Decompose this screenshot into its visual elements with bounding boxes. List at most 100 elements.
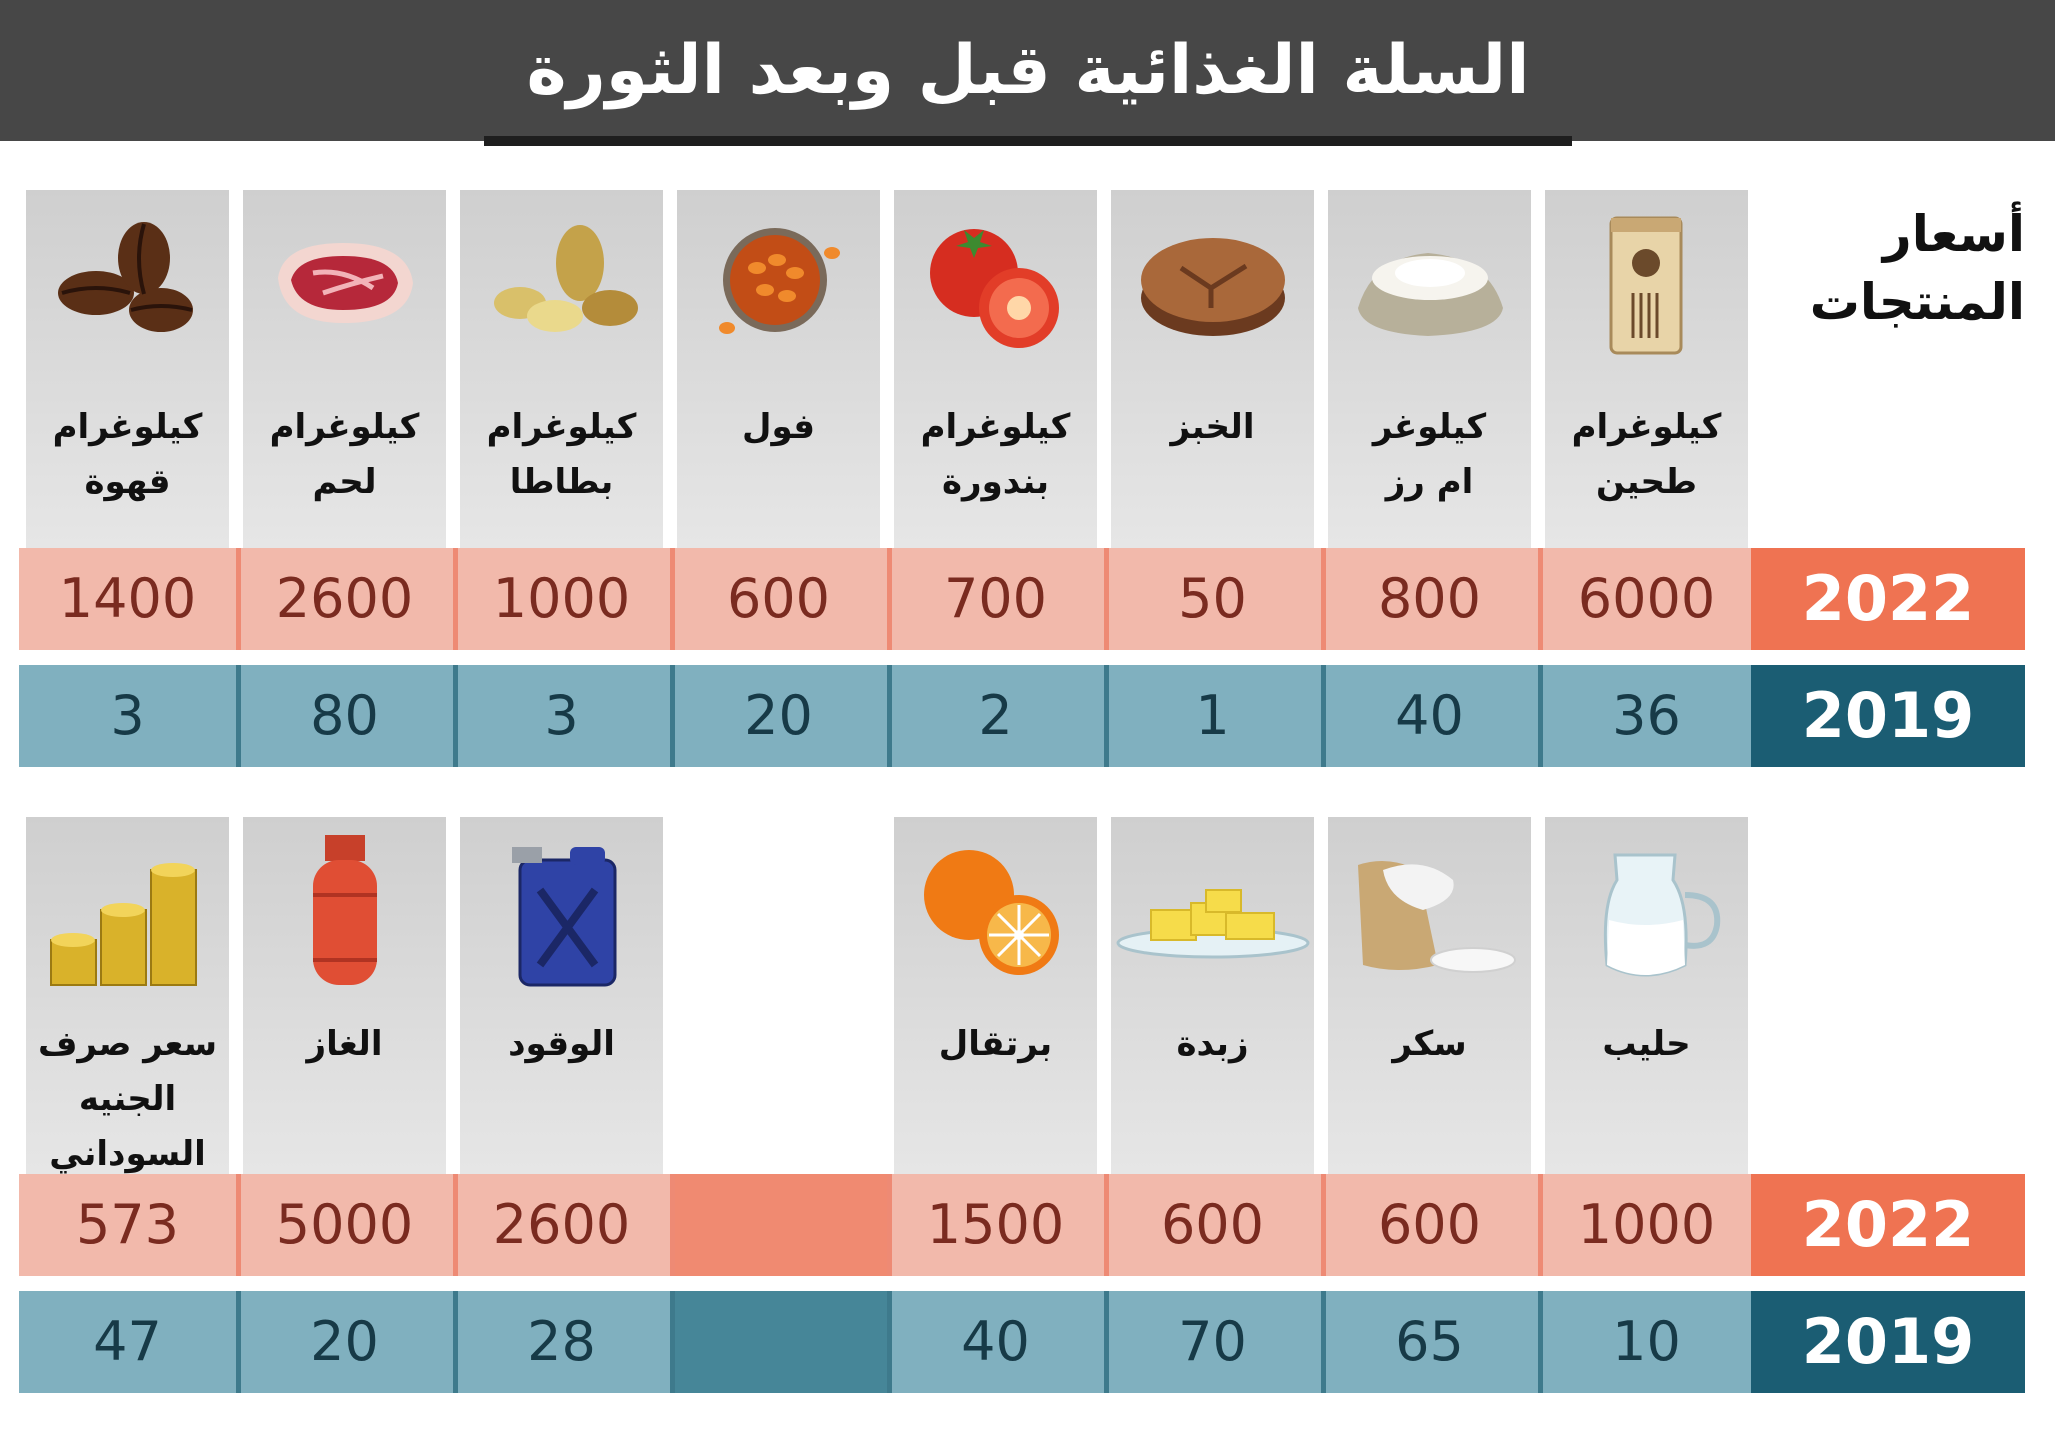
price-2019-cell: 1 — [1104, 665, 1321, 767]
price-2019-cell: 70 — [1104, 1291, 1321, 1393]
price-2022-cell: 1500 — [887, 1174, 1104, 1276]
title-underline — [484, 136, 1572, 146]
product-name: كيلوغرام بندورة — [920, 407, 1071, 502]
cell-divider — [231, 548, 241, 650]
price-2022-cell: 800 — [1321, 548, 1538, 650]
price-2019-cell: 20 — [236, 1291, 453, 1393]
product-name: زبدة — [1176, 1024, 1249, 1064]
product-name: سكر — [1392, 1024, 1467, 1064]
page-title: السلة الغذائية قبل وبعد الثورة — [526, 31, 1530, 110]
beans-bowl-icon — [677, 198, 880, 368]
cell-divider — [448, 548, 458, 650]
product-name: حليب — [1602, 1024, 1691, 1064]
cell-divider — [1316, 1174, 1326, 1276]
price-2019-cell: 47 — [19, 1291, 236, 1393]
cell-divider — [665, 1174, 675, 1276]
product-card: كيلوغرام طحين — [1545, 190, 1748, 548]
product-card: الوقود — [460, 817, 663, 1174]
cell-divider — [882, 665, 892, 767]
price-2019-cell: 20 — [670, 665, 887, 767]
cell-divider — [1099, 1174, 1109, 1276]
year-2022-label-2: 2022 — [1751, 1174, 2025, 1276]
price-2022-cell: 600 — [1321, 1174, 1538, 1276]
cell-divider — [231, 1291, 241, 1393]
product-name: الوقود — [508, 1024, 615, 1064]
price-2019-cell — [670, 1291, 887, 1393]
price-2019-cell: 80 — [236, 665, 453, 767]
cell-divider — [1316, 1291, 1326, 1393]
product-card: الغاز — [243, 817, 446, 1174]
product-card: كيلوغرام لحم — [243, 190, 446, 548]
cell-divider — [1316, 548, 1326, 650]
cell-divider — [448, 1291, 458, 1393]
rice-sack-icon — [1328, 198, 1531, 368]
price-2022-cell: 700 — [887, 548, 1104, 650]
cell-divider — [665, 548, 675, 650]
price-2019-cell: 40 — [887, 1291, 1104, 1393]
price-2022-cell: 600 — [670, 548, 887, 650]
price-2019-cell: 36 — [1538, 665, 1755, 767]
coins-stack-icon — [26, 825, 229, 995]
price-2022-cell: 600 — [1104, 1174, 1321, 1276]
cell-divider — [665, 665, 675, 767]
cell-divider — [448, 1174, 458, 1276]
product-name: كيلوغرام بطاطا — [486, 407, 637, 502]
gas-cylinder-icon — [243, 825, 446, 995]
product-name: الغاز — [306, 1024, 383, 1064]
price-2022-cell: 6000 — [1538, 548, 1755, 650]
product-name: كيلوغر ام رز — [1372, 407, 1487, 502]
coffee-beans-icon — [26, 198, 229, 368]
cell-divider — [1533, 1174, 1543, 1276]
price-2019-cell: 2 — [887, 665, 1104, 767]
price-2022-cell: 50 — [1104, 548, 1321, 650]
price-2022-cell — [670, 1174, 887, 1276]
product-name: فول — [741, 407, 816, 447]
sugar-sack-icon — [1328, 825, 1531, 995]
price-2019-cell: 40 — [1321, 665, 1538, 767]
price-2022-cell: 1000 — [1538, 1174, 1755, 1276]
product-card: سكر — [1328, 817, 1531, 1174]
product-name: كيلوغرام قهوة — [52, 407, 203, 502]
cell-divider — [231, 665, 241, 767]
product-card: فول — [677, 190, 880, 548]
cell-divider — [1533, 1291, 1543, 1393]
milk-jug-icon — [1545, 825, 1748, 995]
product-card: زبدة — [1111, 817, 1314, 1174]
cell-divider — [882, 548, 892, 650]
price-2019-cell: 10 — [1538, 1291, 1755, 1393]
product-name: كيلوغرام طحين — [1571, 407, 1722, 502]
cell-divider — [1533, 548, 1543, 650]
price-2019-cell: 28 — [453, 1291, 670, 1393]
bread-icon — [1111, 198, 1314, 368]
fuel-canister-icon — [460, 825, 663, 995]
cell-divider — [882, 1174, 892, 1276]
product-name: سعر صرف الجنيه السوداني — [37, 1024, 218, 1174]
price-2022-cell: 1000 — [453, 548, 670, 650]
cell-divider — [1316, 665, 1326, 767]
price-2022-cell: 1400 — [19, 548, 236, 650]
side-label: أسعار المنتجات — [1809, 205, 2025, 331]
header-bar — [0, 0, 2055, 141]
price-2022-cell: 2600 — [236, 548, 453, 650]
price-2022-cell: 2600 — [453, 1174, 670, 1276]
product-name: كيلوغرام لحم — [269, 407, 420, 502]
orange-icon — [894, 825, 1097, 995]
cell-divider — [1533, 665, 1543, 767]
cell-divider — [1099, 665, 1109, 767]
year-2019-label: 2019 — [1751, 665, 2025, 767]
cell-divider — [882, 1291, 892, 1393]
year-2019-label-2: 2019 — [1751, 1291, 2025, 1393]
price-2019-cell: 65 — [1321, 1291, 1538, 1393]
product-name: الخبز — [1170, 407, 1255, 447]
cell-divider — [448, 665, 458, 767]
product-name: برتقال — [938, 1024, 1053, 1064]
product-card: برتقال — [894, 817, 1097, 1174]
product-card: الخبز — [1111, 190, 1314, 548]
cell-divider — [665, 1291, 675, 1393]
price-2019-cell: 3 — [453, 665, 670, 767]
meat-icon — [243, 198, 446, 368]
potato-icon — [460, 198, 663, 368]
butter-icon — [1111, 825, 1314, 995]
cell-divider — [1099, 1291, 1109, 1393]
year-2022-label: 2022 — [1751, 548, 2025, 650]
